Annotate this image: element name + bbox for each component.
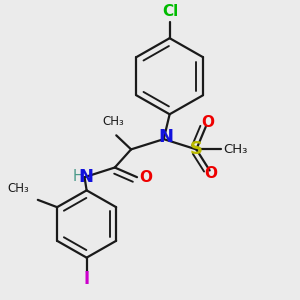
Text: CH₃: CH₃	[223, 143, 247, 156]
Text: N: N	[79, 169, 94, 187]
Text: O: O	[139, 170, 152, 185]
Text: O: O	[205, 167, 218, 182]
Text: I: I	[84, 270, 90, 288]
Text: N: N	[159, 128, 174, 146]
Text: CH₃: CH₃	[7, 182, 29, 195]
Text: CH₃: CH₃	[102, 115, 124, 128]
Text: Cl: Cl	[162, 4, 178, 19]
Text: S: S	[190, 140, 203, 158]
Text: H: H	[73, 169, 83, 184]
Text: O: O	[201, 115, 214, 130]
